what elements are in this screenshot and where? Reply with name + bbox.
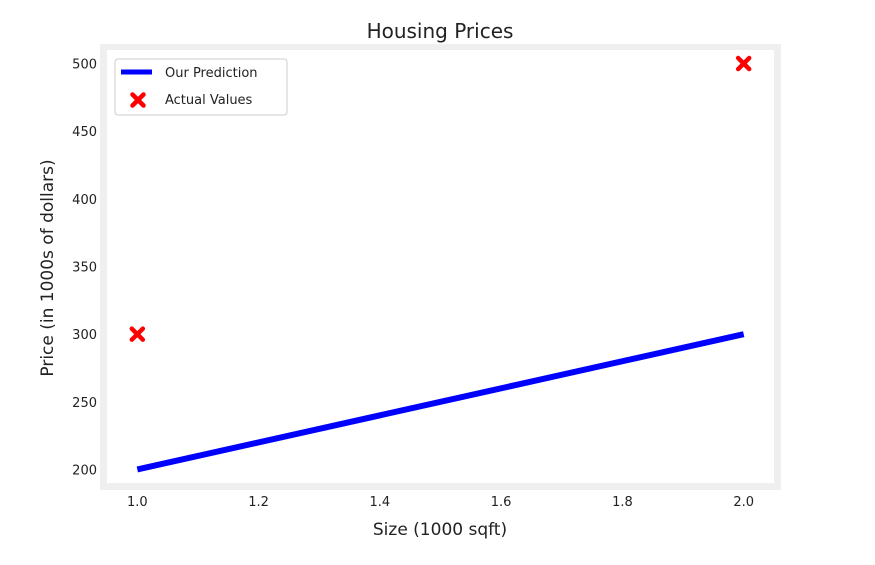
y-tick-label: 400 [72,193,97,208]
marker-stroke [129,326,146,342]
y-tick-label: 300 [72,328,97,343]
series-layer [129,55,752,473]
legend-swatch-actual-values [130,92,146,108]
y-axis-label: Price (in 1000s of dollars) [38,159,58,376]
marker-stroke [735,55,752,72]
x-tick-label: 1.4 [370,495,391,510]
x-axis-ticks: 1.0 1.2 1.4 1.6 1.8 2.0 [127,495,754,510]
legend-marker [130,92,146,108]
actual-value-point [129,326,146,342]
legend-label-our-prediction: Our Prediction [165,66,258,81]
x-tick-label: 1.8 [612,495,633,510]
x-tick-label: 1.0 [127,495,148,510]
y-tick-label: 350 [72,261,97,276]
legend-box [114,58,288,116]
marker-stroke [130,92,146,108]
x-tick-label: 1.2 [248,495,269,510]
chart-title: Housing Prices [367,19,514,43]
x-tick-label: 2.0 [733,495,754,510]
actual-value-point [735,55,752,72]
y-tick-label: 500 [72,58,97,73]
prediction-line [136,331,745,473]
y-tick-label: 250 [72,396,97,411]
legend: Our Prediction Actual Values [114,58,288,116]
plot-area [107,50,774,483]
x-tick-label: 1.6 [491,495,512,510]
y-tick-label: 200 [72,463,97,478]
legend-label-actual-values: Actual Values [165,93,253,108]
y-axis-ticks: 200 250 300 350 400 450 500 [72,58,97,479]
y-tick-label: 450 [72,125,97,140]
x-axis-label: Size (1000 sqft) [373,520,507,540]
